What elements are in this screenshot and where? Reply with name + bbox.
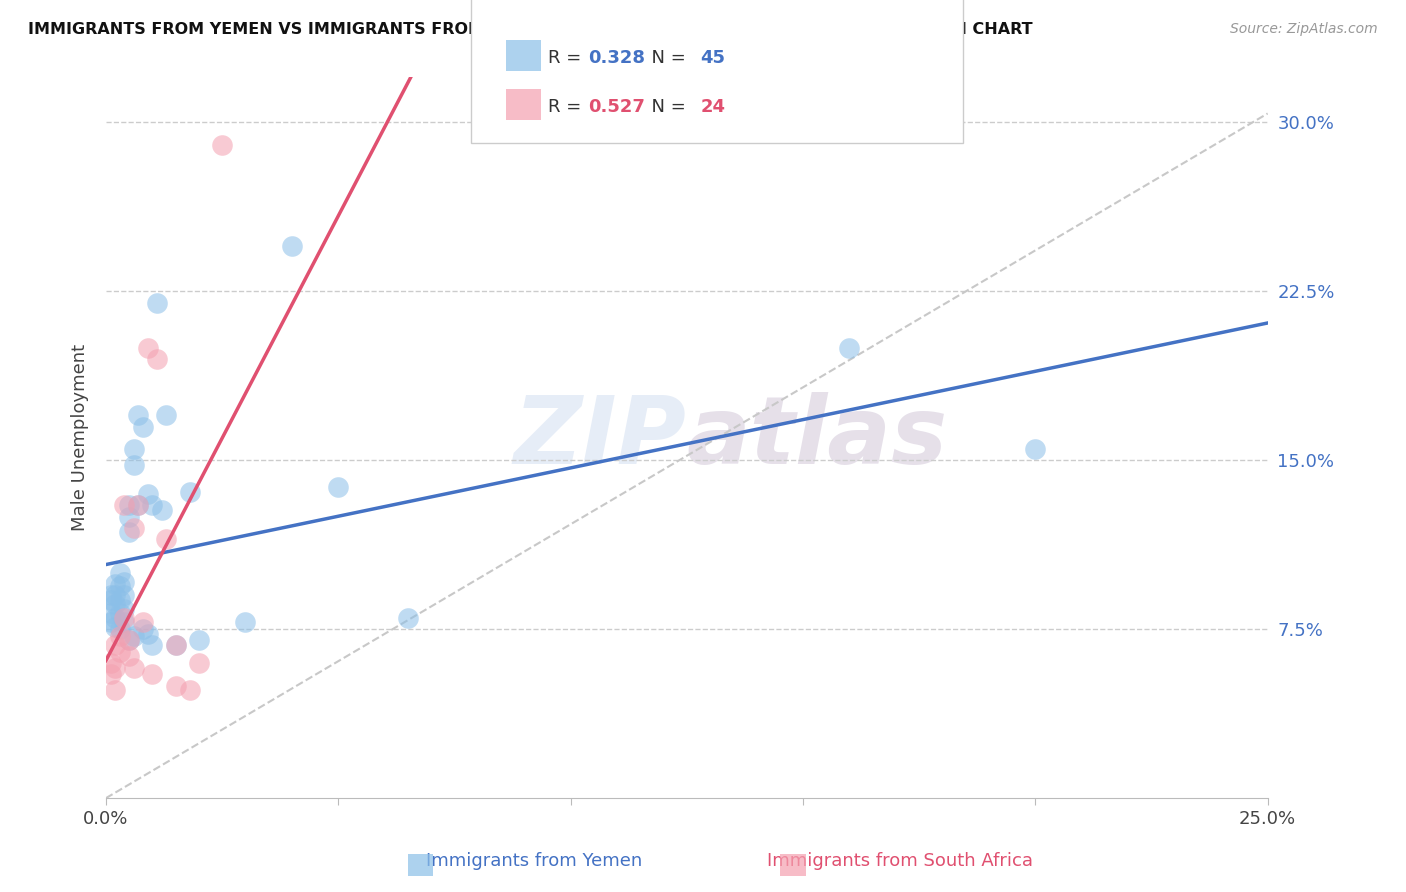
- Point: [132, 622, 155, 636]
- Point: [100, 667, 122, 681]
- Point: [136, 487, 159, 501]
- Point: [132, 419, 155, 434]
- Point: [165, 638, 187, 652]
- Point: [104, 598, 127, 612]
- Point: [165, 638, 187, 652]
- Point: [108, 622, 131, 636]
- Text: 0.328: 0.328: [588, 49, 645, 67]
- Point: [118, 499, 141, 513]
- Point: [114, 574, 136, 589]
- Point: [146, 351, 169, 366]
- Text: N =: N =: [640, 98, 692, 116]
- Point: [100, 607, 122, 621]
- Point: [122, 629, 145, 643]
- Point: [127, 409, 149, 423]
- Point: [141, 499, 163, 513]
- Text: 45: 45: [700, 49, 725, 67]
- Text: IMMIGRANTS FROM YEMEN VS IMMIGRANTS FROM SOUTH AFRICA MALE UNEMPLOYMENT CORRELAT: IMMIGRANTS FROM YEMEN VS IMMIGRANTS FROM…: [28, 22, 1033, 37]
- Point: [150, 503, 173, 517]
- Point: [114, 611, 136, 625]
- Point: [122, 442, 145, 456]
- Point: [118, 509, 141, 524]
- Point: [396, 611, 419, 625]
- Text: Immigrants from South Africa: Immigrants from South Africa: [766, 852, 1033, 870]
- Point: [118, 525, 141, 540]
- Text: R =: R =: [548, 98, 588, 116]
- Text: Immigrants from Yemen: Immigrants from Yemen: [426, 852, 643, 870]
- Text: R =: R =: [548, 49, 588, 67]
- Point: [122, 458, 145, 472]
- Point: [132, 615, 155, 630]
- Point: [100, 656, 122, 670]
- Point: [100, 615, 122, 630]
- Point: [108, 593, 131, 607]
- Text: N =: N =: [640, 49, 692, 67]
- Point: [141, 638, 163, 652]
- Y-axis label: Male Unemployment: Male Unemployment: [72, 344, 89, 532]
- Text: 24: 24: [700, 98, 725, 116]
- Point: [165, 679, 187, 693]
- Point: [118, 633, 141, 648]
- Point: [838, 341, 860, 355]
- Point: [122, 521, 145, 535]
- Point: [127, 499, 149, 513]
- Text: atlas: atlas: [686, 392, 948, 483]
- Point: [118, 649, 141, 664]
- Point: [155, 409, 177, 423]
- Point: [108, 645, 131, 659]
- Point: [233, 615, 256, 630]
- Point: [187, 656, 209, 670]
- Point: [104, 660, 127, 674]
- Point: [136, 626, 159, 640]
- Point: [104, 683, 127, 698]
- Point: [104, 589, 127, 603]
- Point: [179, 683, 201, 698]
- Point: [146, 295, 169, 310]
- Point: [328, 480, 350, 494]
- Text: Source: ZipAtlas.com: Source: ZipAtlas.com: [1230, 22, 1378, 37]
- Point: [136, 341, 159, 355]
- Point: [114, 602, 136, 616]
- Point: [187, 633, 209, 648]
- Point: [104, 611, 127, 625]
- Point: [179, 484, 201, 499]
- Point: [104, 577, 127, 591]
- Point: [100, 589, 122, 603]
- Point: [108, 566, 131, 580]
- Point: [104, 620, 127, 634]
- Point: [108, 607, 131, 621]
- Point: [108, 629, 131, 643]
- Point: [1024, 442, 1046, 456]
- Point: [141, 667, 163, 681]
- Point: [114, 615, 136, 630]
- Point: [118, 633, 141, 648]
- Point: [100, 593, 122, 607]
- Point: [211, 138, 233, 153]
- Point: [122, 660, 145, 674]
- Point: [155, 532, 177, 546]
- Point: [108, 579, 131, 593]
- Text: 0.527: 0.527: [588, 98, 644, 116]
- Point: [127, 499, 149, 513]
- Point: [281, 239, 304, 253]
- Point: [104, 638, 127, 652]
- Text: ZIP: ZIP: [515, 392, 686, 483]
- Point: [114, 589, 136, 603]
- Point: [114, 499, 136, 513]
